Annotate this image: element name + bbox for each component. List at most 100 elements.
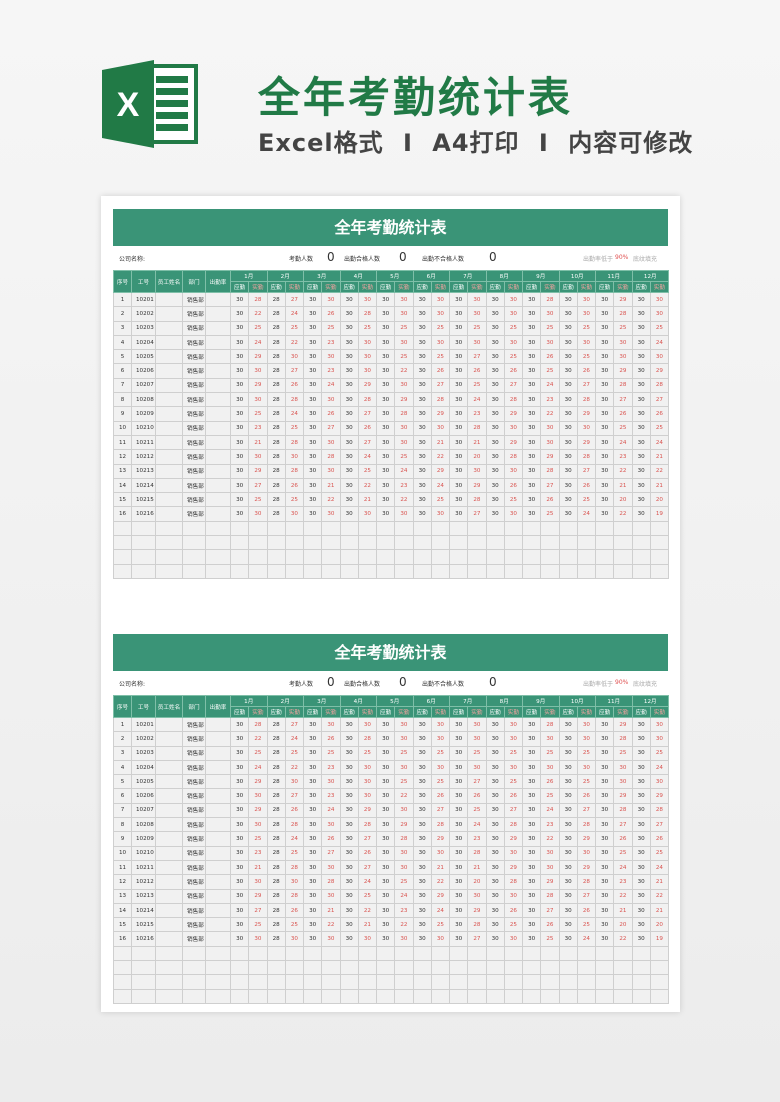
actual-days-cell[interactable]: 21 bbox=[321, 477, 341, 494]
required-days-cell[interactable]: 30 bbox=[302, 888, 323, 904]
actual-days-cell[interactable]: 30 bbox=[321, 434, 341, 451]
actual-days-cell[interactable]: 26 bbox=[321, 831, 341, 847]
required-days-cell[interactable]: 30 bbox=[485, 859, 505, 876]
required-days-cell[interactable]: 30 bbox=[302, 434, 323, 451]
required-days-cell[interactable]: 28 bbox=[266, 845, 286, 861]
empty-cell[interactable] bbox=[113, 549, 132, 565]
required-days-cell[interactable]: 30 bbox=[339, 406, 359, 422]
required-days-cell[interactable]: 30 bbox=[594, 377, 615, 394]
actual-days-cell[interactable]: 30 bbox=[503, 506, 524, 522]
actual-days-cell[interactable]: 27 bbox=[248, 902, 268, 919]
attendance-rate[interactable] bbox=[205, 831, 231, 847]
required-days-cell[interactable]: 30 bbox=[448, 931, 469, 947]
actual-days-cell[interactable]: 28 bbox=[467, 492, 487, 508]
empty-cell[interactable] bbox=[155, 960, 183, 976]
actual-days-cell[interactable]: 25 bbox=[467, 745, 487, 761]
required-days-cell[interactable]: 30 bbox=[229, 902, 250, 919]
actual-days-cell[interactable]: 30 bbox=[394, 334, 414, 351]
actual-days-cell[interactable]: 30 bbox=[503, 845, 524, 861]
actual-days-cell[interactable]: 30 bbox=[467, 463, 487, 479]
required-days-cell[interactable]: 28 bbox=[266, 291, 286, 308]
required-days-cell[interactable]: 30 bbox=[631, 506, 651, 522]
required-days-cell[interactable]: 30 bbox=[631, 759, 651, 776]
department[interactable]: 销售部 bbox=[182, 334, 206, 351]
required-days-cell[interactable]: 30 bbox=[521, 745, 542, 761]
empty-cell[interactable] bbox=[357, 945, 378, 962]
actual-days-cell[interactable]: 30 bbox=[357, 931, 378, 947]
actual-days-cell[interactable]: 27 bbox=[576, 888, 597, 904]
actual-days-cell[interactable]: 25 bbox=[503, 745, 524, 761]
empty-cell[interactable] bbox=[521, 563, 542, 579]
actual-days-cell[interactable]: 28 bbox=[576, 817, 597, 833]
empty-cell[interactable] bbox=[339, 945, 359, 962]
actual-days-cell[interactable]: 30 bbox=[394, 291, 414, 308]
required-days-cell[interactable]: 30 bbox=[412, 320, 432, 336]
row-number[interactable]: 13 bbox=[113, 888, 132, 904]
actual-days-cell[interactable]: 29 bbox=[394, 817, 414, 833]
actual-days-cell[interactable]: 25 bbox=[248, 492, 268, 508]
actual-days-cell[interactable]: 30 bbox=[540, 434, 560, 451]
required-days-cell[interactable]: 30 bbox=[558, 334, 578, 351]
actual-days-cell[interactable]: 27 bbox=[357, 406, 378, 422]
empty-cell[interactable] bbox=[467, 960, 487, 976]
actual-days-cell[interactable]: 24 bbox=[321, 377, 341, 394]
actual-days-cell[interactable]: 30 bbox=[430, 291, 451, 308]
empty-cell[interactable] bbox=[375, 960, 396, 976]
actual-days-cell[interactable]: 30 bbox=[321, 291, 341, 308]
actual-days-cell[interactable]: 24 bbox=[649, 334, 670, 351]
actual-days-cell[interactable]: 27 bbox=[540, 902, 560, 919]
required-days-cell[interactable]: 30 bbox=[229, 859, 250, 876]
actual-days-cell[interactable]: 30 bbox=[467, 306, 487, 322]
required-days-cell[interactable]: 30 bbox=[375, 716, 396, 733]
required-days-cell[interactable]: 30 bbox=[375, 363, 396, 379]
required-days-cell[interactable]: 30 bbox=[631, 845, 651, 861]
required-days-cell[interactable]: 30 bbox=[375, 788, 396, 804]
empty-cell[interactable] bbox=[576, 563, 597, 579]
empty-cell[interactable] bbox=[375, 945, 396, 962]
required-days-cell[interactable]: 30 bbox=[375, 845, 396, 861]
employee-id[interactable]: 10216 bbox=[131, 506, 156, 522]
empty-cell[interactable] bbox=[540, 945, 560, 962]
required-days-cell[interactable]: 30 bbox=[448, 463, 469, 479]
required-days-cell[interactable]: 30 bbox=[229, 802, 250, 819]
actual-days-cell[interactable]: 25 bbox=[284, 745, 305, 761]
required-days-cell[interactable]: 30 bbox=[375, 320, 396, 336]
required-days-cell[interactable]: 30 bbox=[412, 874, 432, 890]
attendance-rate[interactable] bbox=[205, 320, 231, 336]
actual-days-cell[interactable]: 30 bbox=[394, 931, 414, 947]
empty-cell[interactable] bbox=[339, 988, 359, 1004]
actual-days-cell[interactable]: 30 bbox=[248, 874, 268, 890]
required-days-cell[interactable]: 30 bbox=[339, 306, 359, 322]
required-days-cell[interactable]: 30 bbox=[412, 731, 432, 747]
empty-cell[interactable] bbox=[131, 974, 156, 990]
required-days-cell[interactable]: 30 bbox=[448, 745, 469, 761]
required-days-cell[interactable]: 28 bbox=[266, 492, 286, 508]
employee-name[interactable] bbox=[155, 392, 183, 408]
actual-days-cell[interactable]: 29 bbox=[467, 902, 487, 919]
actual-days-cell[interactable]: 30 bbox=[576, 716, 597, 733]
required-days-cell[interactable]: 30 bbox=[412, 406, 432, 422]
required-days-cell[interactable]: 30 bbox=[448, 349, 469, 365]
empty-cell[interactable] bbox=[594, 563, 615, 579]
required-days-cell[interactable]: 28 bbox=[266, 420, 286, 436]
empty-cell[interactable] bbox=[649, 945, 670, 962]
required-days-cell[interactable]: 30 bbox=[375, 492, 396, 508]
required-days-cell[interactable]: 28 bbox=[266, 774, 286, 790]
required-days-cell[interactable]: 30 bbox=[229, 506, 250, 522]
empty-cell[interactable] bbox=[485, 974, 505, 990]
empty-cell[interactable] bbox=[302, 549, 323, 565]
required-days-cell[interactable]: 30 bbox=[485, 759, 505, 776]
empty-cell[interactable] bbox=[205, 520, 231, 537]
actual-days-cell[interactable]: 27 bbox=[503, 802, 524, 819]
required-days-cell[interactable]: 30 bbox=[558, 477, 578, 494]
employee-name[interactable] bbox=[155, 306, 183, 322]
empty-cell[interactable] bbox=[613, 974, 633, 990]
required-days-cell[interactable]: 30 bbox=[485, 716, 505, 733]
actual-days-cell[interactable]: 28 bbox=[430, 817, 451, 833]
attendance-rate[interactable] bbox=[205, 788, 231, 804]
required-days-cell[interactable]: 30 bbox=[375, 888, 396, 904]
required-days-cell[interactable]: 30 bbox=[302, 291, 323, 308]
actual-days-cell[interactable]: 21 bbox=[430, 434, 451, 451]
empty-cell[interactable] bbox=[594, 535, 615, 551]
empty-cell[interactable] bbox=[649, 960, 670, 976]
